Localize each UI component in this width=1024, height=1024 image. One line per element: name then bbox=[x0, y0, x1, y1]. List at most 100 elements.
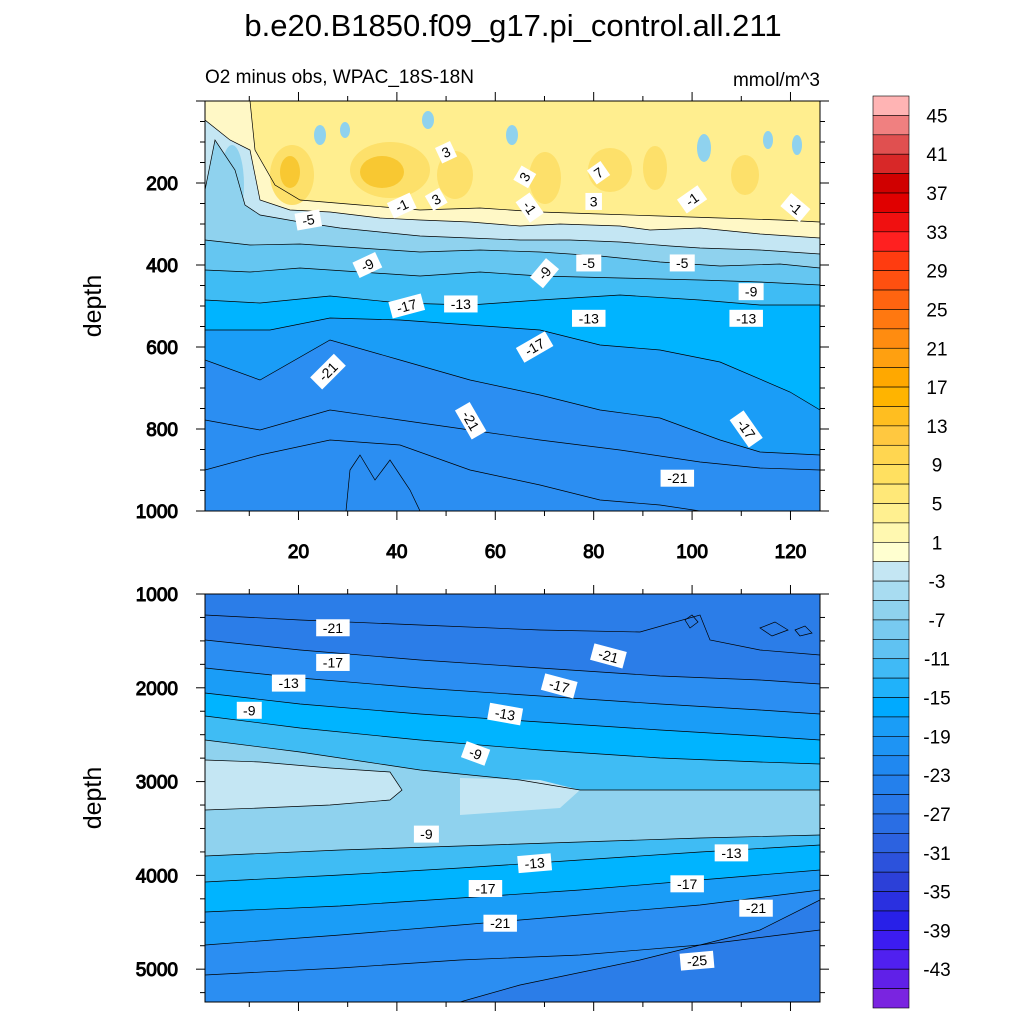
contour-label: -13 bbox=[444, 295, 478, 313]
colorbar-tick-label: -23 bbox=[923, 766, 950, 787]
colorbar-box bbox=[872, 619, 910, 640]
contour-label: 7 bbox=[586, 161, 611, 185]
contour-label: -13 bbox=[517, 853, 553, 874]
colorbar-tick-label: 41 bbox=[926, 145, 947, 166]
colorbar-tick-label: -19 bbox=[923, 727, 950, 748]
colorbar-tick-label: -39 bbox=[923, 921, 950, 942]
y-tick-label: 800 bbox=[146, 420, 178, 441]
colorbar-box bbox=[872, 425, 910, 446]
colorbar-box bbox=[872, 483, 910, 504]
y-tick-label: 4000 bbox=[136, 866, 178, 887]
contour-label-text: -13 bbox=[736, 310, 756, 326]
colorbar-box bbox=[872, 289, 910, 310]
colorbar-box bbox=[872, 794, 910, 815]
x-tick-label: 100 bbox=[676, 542, 708, 563]
colorbar-tick-label: 37 bbox=[926, 184, 947, 205]
upper-subtitle-units: mmol/m^3 bbox=[733, 70, 820, 91]
contour-label: -1 bbox=[780, 193, 811, 223]
colorbar-box bbox=[872, 367, 910, 388]
colorbar-box bbox=[872, 212, 910, 233]
lower-y-label: depth bbox=[79, 767, 107, 830]
colorbar-box bbox=[872, 541, 910, 563]
contour-label: -9 bbox=[529, 258, 560, 289]
contour-label: -17 bbox=[468, 880, 503, 898]
lower-band-3b bbox=[460, 778, 580, 815]
contour-label-text: -13 bbox=[451, 296, 471, 312]
colorbar-box bbox=[872, 677, 910, 698]
contour-label-text: -13 bbox=[721, 845, 741, 861]
contour-label: -13 bbox=[271, 674, 306, 692]
colorbar-box bbox=[872, 347, 910, 368]
colorbar-box bbox=[872, 891, 910, 912]
y-tick-label: 2000 bbox=[136, 679, 178, 700]
colorbar-box bbox=[872, 134, 910, 155]
contour-label-text: -21 bbox=[746, 900, 766, 916]
contour-label: -21 bbox=[739, 899, 773, 917]
contour-label-text: 3 bbox=[590, 193, 598, 209]
contour-label: -25 bbox=[679, 950, 715, 971]
colorbar-tick-label: -11 bbox=[924, 650, 950, 671]
colorbar-box bbox=[872, 328, 910, 349]
colorbar-tick-label: 1 bbox=[932, 533, 943, 554]
colorbar-box bbox=[872, 250, 910, 271]
colorbar-box bbox=[872, 736, 910, 757]
contour-label: -13 bbox=[729, 309, 763, 327]
colorbar-box bbox=[872, 813, 910, 834]
y-tick-label: 400 bbox=[146, 256, 178, 277]
contour-label: -21 bbox=[483, 914, 517, 932]
colorbar-box bbox=[872, 153, 910, 174]
colorbar-box bbox=[872, 115, 910, 136]
colorbar-box bbox=[872, 561, 910, 582]
contour-label: 3 bbox=[424, 187, 448, 211]
lower-plot-frame bbox=[204, 593, 821, 1003]
contour-label: -17 bbox=[540, 673, 578, 699]
contour-label-text: -17 bbox=[547, 676, 571, 697]
colorbar-box bbox=[872, 444, 910, 465]
colorbar-tick-label: 5 bbox=[932, 494, 943, 515]
contour-label: -9 bbox=[352, 252, 383, 278]
upper-contour-labels: 33 7-1 3 -1 3 -1 -1-5-9 -9-5 -5-9-17 -13-13 -13-17… bbox=[294, 141, 811, 487]
colorbar-box bbox=[872, 173, 910, 194]
colorbar-tick-label: -27 bbox=[923, 805, 950, 826]
contour-label: -9 bbox=[738, 283, 764, 301]
colorbar-box bbox=[872, 95, 910, 116]
colorbar-tick-label: 9 bbox=[932, 456, 943, 477]
chart-title: b.e20.B1850.f09_g17.pi_control.all.211 bbox=[244, 8, 781, 43]
contour-label-text: -21 bbox=[323, 620, 343, 636]
contour-label-text: -9 bbox=[745, 284, 758, 300]
lower-contour-field bbox=[205, 594, 820, 1002]
contour-label: -13 bbox=[572, 309, 606, 327]
contour-label-text: -13 bbox=[279, 675, 299, 691]
contour-label: 3 bbox=[585, 192, 602, 210]
contour-label: -13 bbox=[487, 702, 524, 726]
colorbar-tick-label: -43 bbox=[923, 960, 950, 981]
colorbar-tick-label: 13 bbox=[926, 417, 947, 438]
contour-label: -9 bbox=[413, 825, 439, 843]
colorbar-box bbox=[872, 930, 910, 951]
colorbar-box bbox=[872, 386, 910, 407]
y-tick-label: 5000 bbox=[136, 960, 178, 981]
contour-label: 3 bbox=[513, 165, 537, 189]
x-tick-label: 80 bbox=[583, 542, 604, 563]
contour-label-text: -13 bbox=[579, 310, 599, 326]
y-tick-label: 200 bbox=[146, 174, 178, 195]
contour-label: -17 bbox=[729, 410, 763, 448]
colorbar-box bbox=[872, 697, 910, 718]
colorbar-tick-label: -35 bbox=[923, 883, 950, 904]
contour-label: -9 bbox=[460, 741, 491, 766]
contour-label: -17 bbox=[316, 653, 350, 671]
colorbar-box bbox=[872, 464, 910, 485]
colorbar-box bbox=[872, 852, 910, 873]
contour-label-text: -17 bbox=[395, 296, 419, 317]
x-tick-label: 60 bbox=[485, 542, 506, 563]
upper-subtitle-left: O2 minus obs, WPAC_18S-18N bbox=[205, 67, 474, 88]
colorbar-box bbox=[872, 600, 910, 621]
contour-label-text: -21 bbox=[667, 470, 687, 486]
colorbar: 45 41 37 33 29 25 21 17 13 9 5 1 -3 -7 -11 -15 -19 -23 -27… bbox=[872, 95, 951, 1009]
colorbar-box bbox=[872, 833, 910, 854]
upper-warm-cores bbox=[270, 142, 759, 205]
colorbar-tick-label: 33 bbox=[926, 223, 947, 244]
contour-label-text: -5 bbox=[676, 255, 689, 271]
